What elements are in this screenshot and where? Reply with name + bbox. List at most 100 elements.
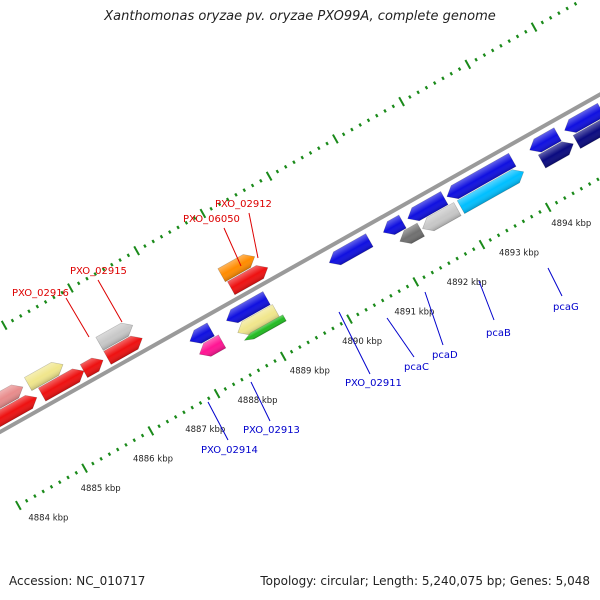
minor-tick	[521, 219, 526, 224]
gene-arrow	[382, 214, 407, 235]
minor-tick	[101, 267, 106, 272]
minor-tick	[234, 192, 238, 197]
minor-tick	[422, 275, 426, 280]
minor-tick	[447, 261, 451, 266]
gene-label: PXO_02911	[345, 378, 402, 389]
minor-tick	[256, 368, 261, 373]
gene-arrow	[0, 384, 24, 420]
minor-tick	[217, 202, 222, 207]
gene-label: pcaC	[404, 362, 429, 373]
gene-arrow	[529, 127, 562, 153]
minor-tick	[364, 307, 368, 312]
minor-tick	[366, 118, 371, 123]
minor-tick	[317, 146, 321, 151]
minor-tick	[58, 480, 62, 485]
minor-tick	[331, 326, 335, 331]
inner-tick-track	[15, 177, 600, 511]
major-tick	[133, 245, 140, 256]
minor-tick	[587, 182, 592, 186]
minor-tick	[33, 494, 37, 499]
minor-tick	[225, 197, 230, 202]
accession-text: Accession: NC_010717	[9, 574, 146, 588]
gene-arrow	[399, 222, 425, 244]
kbp-label: 4886 kbp	[133, 455, 173, 465]
minor-tick	[110, 262, 114, 267]
kbp-label: 4889 kbp	[290, 366, 330, 376]
major-tick	[265, 171, 273, 182]
minor-tick	[157, 424, 161, 429]
minor-tick	[441, 76, 445, 81]
minor-tick	[76, 281, 81, 286]
minor-tick	[192, 216, 197, 221]
minor-tick	[457, 67, 462, 71]
minor-tick	[298, 345, 302, 349]
minor-tick	[507, 39, 511, 44]
minor-tick	[184, 220, 189, 225]
minor-tick	[308, 150, 313, 155]
minor-tick	[115, 447, 120, 452]
gene-callout: pcaG	[547, 267, 579, 313]
minor-tick	[563, 196, 567, 200]
minor-tick	[126, 253, 131, 258]
minor-tick	[488, 237, 493, 242]
minor-tick	[49, 484, 54, 489]
minor-tick	[540, 20, 545, 25]
minor-tick	[223, 387, 228, 391]
minor-tick	[358, 123, 362, 127]
minor-tick	[449, 71, 454, 76]
minor-tick	[463, 251, 468, 256]
minor-tick	[173, 414, 178, 419]
minor-tick	[383, 109, 387, 113]
gene-arrow	[189, 322, 215, 344]
gene-callout: PXO_06050	[183, 214, 242, 267]
minor-tick	[143, 244, 147, 248]
minor-tick	[168, 230, 172, 235]
minor-tick	[198, 401, 203, 405]
minor-tick	[554, 200, 559, 205]
minor-tick	[159, 234, 164, 239]
minor-tick	[231, 382, 236, 387]
minor-tick	[579, 186, 584, 191]
kbp-label: 4890 kbp	[342, 337, 382, 347]
gene-arrow	[103, 335, 143, 365]
minor-tick	[19, 313, 23, 318]
minor-tick	[496, 233, 501, 238]
gene-callout: pcaD	[424, 291, 458, 361]
gene-callout: PXO_02912	[215, 199, 272, 259]
minor-tick	[565, 6, 569, 11]
minor-tick	[499, 43, 503, 48]
major-tick	[544, 202, 552, 213]
major-tick	[346, 314, 353, 324]
minor-tick	[538, 210, 542, 214]
minor-tick	[314, 335, 319, 340]
gene-callout: pcaC	[386, 317, 429, 373]
major-tick	[332, 134, 339, 144]
minor-tick	[151, 239, 155, 244]
gene-arrow	[422, 202, 462, 232]
gene-callout: PXO_02913	[243, 381, 300, 436]
minor-tick	[424, 85, 429, 90]
gene-arrow	[572, 119, 600, 149]
major-tick	[15, 500, 22, 511]
minor-tick	[529, 214, 534, 219]
gene-label: PXO_02912	[215, 199, 272, 210]
minor-tick	[372, 303, 377, 308]
minor-tick	[408, 95, 412, 99]
map-title: Xanthomonas oryzae pv. oryzae PXO99A, co…	[104, 9, 496, 24]
minor-tick	[273, 359, 277, 363]
gene-label: pcaB	[486, 328, 511, 339]
major-tick	[478, 239, 486, 250]
gene-arrow	[456, 169, 525, 215]
major-tick	[147, 426, 155, 436]
minor-tick	[248, 373, 252, 377]
gene-label: pcaD	[432, 350, 458, 361]
minor-tick	[524, 29, 528, 34]
gene-callout: PXO_02914	[201, 401, 258, 456]
gene-label: PXO_02915	[70, 266, 127, 277]
minor-tick	[490, 48, 495, 53]
minor-tick	[289, 349, 294, 354]
major-tick	[213, 388, 221, 399]
minor-tick	[391, 104, 396, 109]
minor-tick	[432, 81, 437, 85]
